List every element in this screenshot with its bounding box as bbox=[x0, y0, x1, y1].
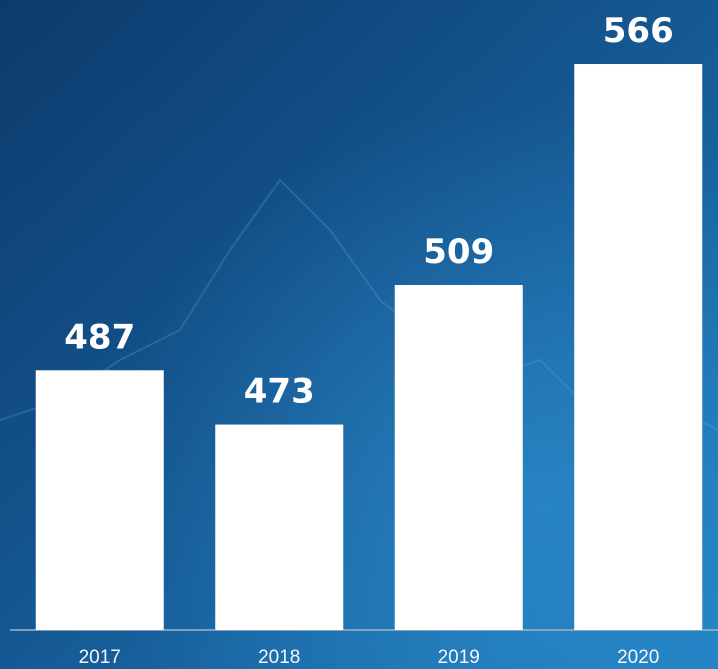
value-label: 566 bbox=[603, 11, 674, 51]
value-label: 487 bbox=[64, 317, 135, 357]
x-tick-label: 2017 bbox=[79, 647, 121, 668]
bar bbox=[35, 370, 164, 630]
x-tick-label: 2019 bbox=[438, 647, 480, 668]
x-tick-label: 2020 bbox=[617, 647, 659, 668]
bar bbox=[574, 64, 703, 631]
value-label: 473 bbox=[244, 372, 315, 412]
value-label: 509 bbox=[423, 232, 494, 272]
x-tick-label: 2018 bbox=[258, 647, 300, 668]
bar bbox=[394, 284, 523, 630]
bar bbox=[215, 424, 344, 630]
